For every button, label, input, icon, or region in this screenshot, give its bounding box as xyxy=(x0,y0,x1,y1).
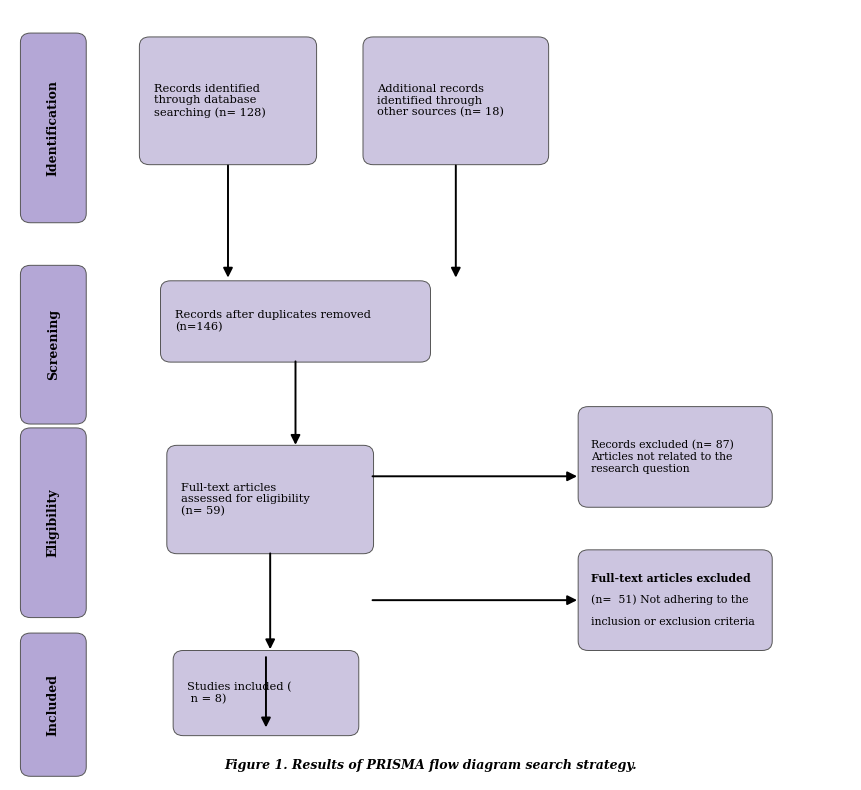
Text: Identification: Identification xyxy=(46,80,59,176)
FancyBboxPatch shape xyxy=(139,37,317,164)
Text: inclusion or exclusion criteria: inclusion or exclusion criteria xyxy=(591,617,754,626)
FancyBboxPatch shape xyxy=(579,550,772,650)
FancyBboxPatch shape xyxy=(21,265,86,424)
Text: Records identified
through database
searching (n= 128): Records identified through database sear… xyxy=(154,84,265,118)
Text: Records excluded (n= 87)
Articles not related to the
research question: Records excluded (n= 87) Articles not re… xyxy=(591,440,734,474)
Text: Additional records
identified through
other sources (n= 18): Additional records identified through ot… xyxy=(377,84,505,118)
FancyBboxPatch shape xyxy=(21,633,86,777)
Text: (n=  51) Not adhering to the: (n= 51) Not adhering to the xyxy=(591,595,748,605)
FancyBboxPatch shape xyxy=(160,280,430,362)
Text: Eligibility: Eligibility xyxy=(46,488,59,557)
Text: Full-text articles excluded: Full-text articles excluded xyxy=(591,573,751,584)
FancyBboxPatch shape xyxy=(173,650,359,735)
FancyBboxPatch shape xyxy=(21,428,86,618)
Text: Full-text articles
assessed for eligibility
(n= 59): Full-text articles assessed for eligibil… xyxy=(181,483,310,517)
Text: Figure 1. Results of PRISMA flow diagram search strategy.: Figure 1. Results of PRISMA flow diagram… xyxy=(224,758,637,772)
FancyBboxPatch shape xyxy=(363,37,548,164)
FancyBboxPatch shape xyxy=(21,33,86,223)
Text: Records after duplicates removed
(n=146): Records after duplicates removed (n=146) xyxy=(175,310,371,333)
Text: Studies included (
 n = 8): Studies included ( n = 8) xyxy=(188,682,292,704)
Text: Included: Included xyxy=(46,674,59,735)
FancyBboxPatch shape xyxy=(167,446,374,554)
Text: Screening: Screening xyxy=(46,309,59,380)
FancyBboxPatch shape xyxy=(579,407,772,507)
